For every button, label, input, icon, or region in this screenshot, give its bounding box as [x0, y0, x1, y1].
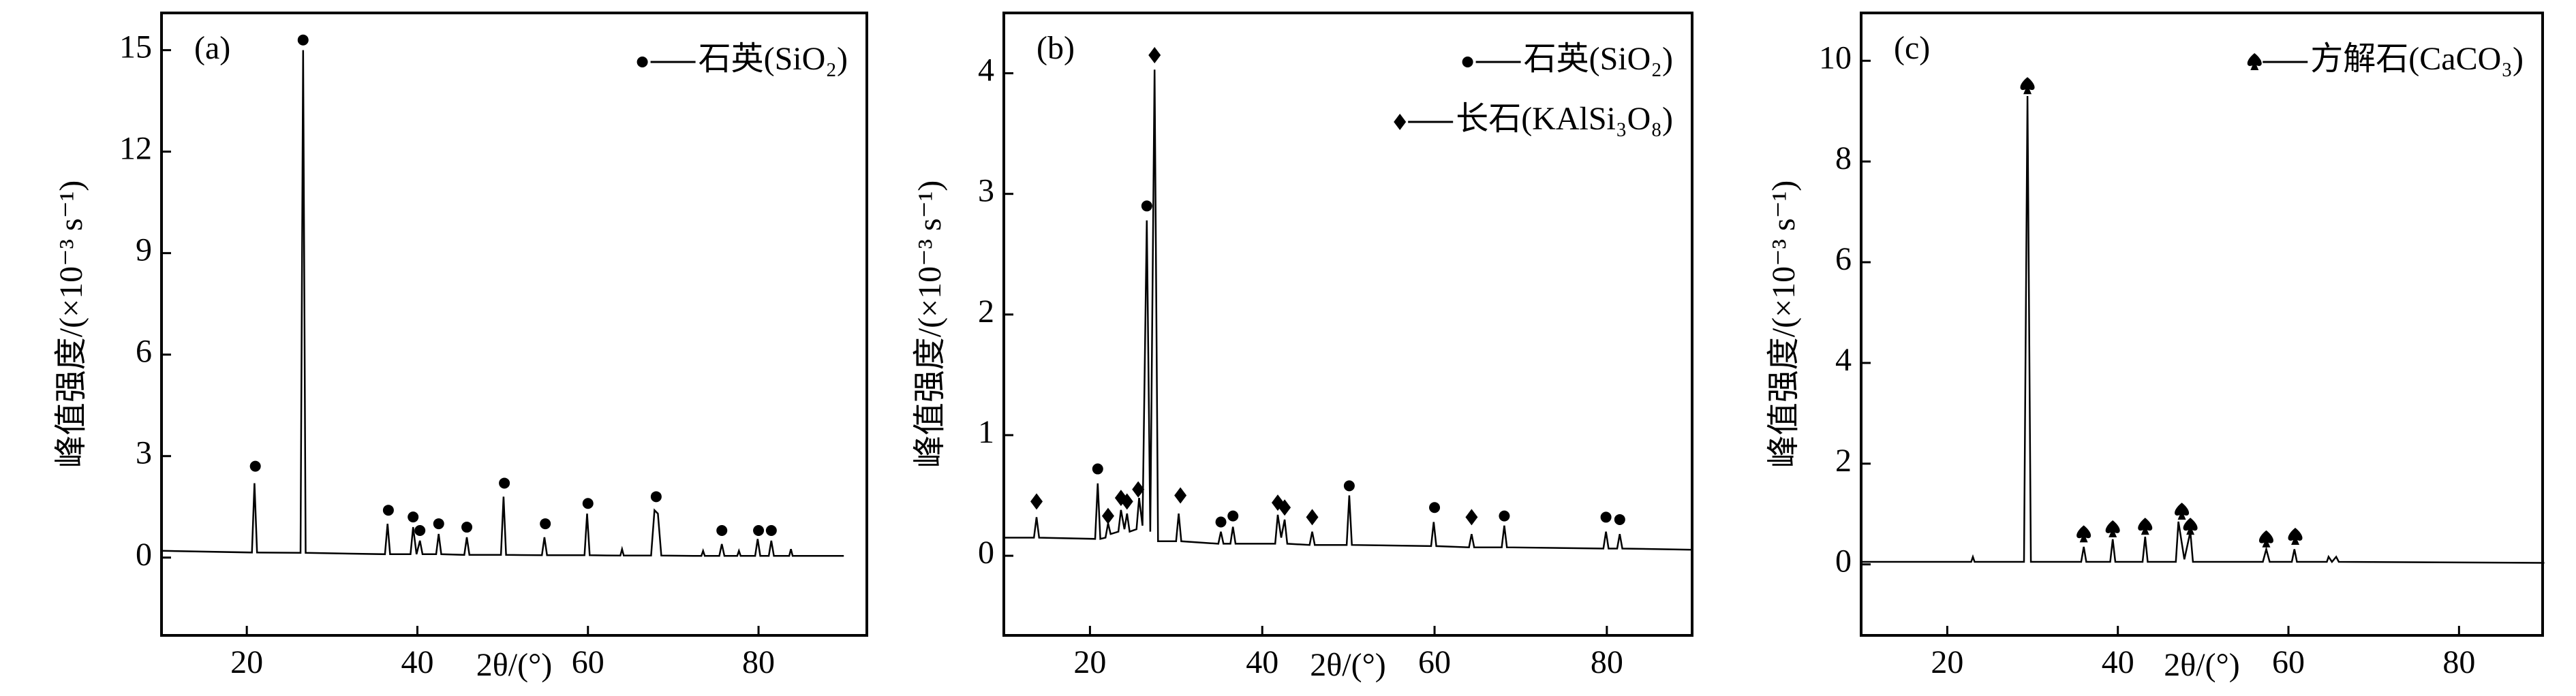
x-tick-label: 60 — [572, 644, 604, 680]
x-tick-label: 80 — [742, 644, 775, 680]
marker-circle — [1215, 516, 1227, 528]
marker-diamond — [1120, 493, 1133, 510]
x-tick-label: 20 — [230, 644, 263, 680]
y-axis-label: 峰值强度/(×10⁻³ s⁻¹) — [1766, 180, 1802, 469]
marker-circle — [249, 460, 261, 472]
x-tick-label: 40 — [2102, 644, 2134, 680]
x-tick-label: 60 — [1418, 644, 1451, 680]
marker-circle — [1499, 510, 1510, 522]
marker-diamond — [1306, 509, 1319, 526]
x-axis-label: 2θ/(°) — [1310, 647, 1386, 683]
legend-label: 长石(KAlSi₃O₈) — [1456, 101, 1673, 137]
x-tick-label: 60 — [2272, 644, 2305, 680]
marker-circle — [650, 491, 662, 503]
y-tick-label: 10 — [1819, 39, 1852, 76]
y-tick-label: 0 — [136, 537, 152, 573]
spectrum-line — [1004, 69, 1693, 551]
legend-symbol — [1462, 57, 1473, 67]
marker-circle — [433, 518, 444, 530]
y-tick-label: 3 — [136, 435, 152, 471]
marker-circle — [1343, 480, 1355, 492]
y-tick-label: 6 — [1835, 241, 1852, 277]
y-axis-label: 峰值强度/(×10⁻³ s⁻¹) — [53, 180, 89, 469]
marker-spade — [2175, 503, 2190, 520]
y-tick-label: 15 — [119, 29, 152, 65]
y-tick-label: 9 — [136, 232, 152, 268]
y-tick-label: 4 — [1835, 342, 1852, 378]
x-axis-label: 2θ/(°) — [2164, 647, 2240, 683]
legend-label: 石英(SiO₂) — [1524, 41, 1673, 77]
y-tick-label: 2 — [1835, 443, 1852, 479]
marker-circle — [1600, 511, 1612, 523]
y-tick-label: 0 — [978, 535, 994, 571]
marker-circle — [382, 505, 394, 516]
marker-circle — [765, 525, 777, 537]
marker-diamond — [1174, 487, 1187, 504]
y-axis-label: 峰值强度/(×10⁻³ s⁻¹) — [912, 180, 948, 469]
marker-spade — [2258, 530, 2273, 548]
marker-diamond — [1148, 46, 1161, 63]
marker-circle — [408, 511, 419, 523]
panel-label: (a) — [194, 30, 230, 66]
y-tick-label: 0 — [1835, 543, 1852, 580]
marker-circle — [753, 525, 765, 537]
marker-diamond — [1278, 499, 1291, 516]
marker-diamond — [1465, 509, 1478, 526]
marker-circle — [1429, 502, 1441, 513]
marker-spade — [2183, 518, 2198, 535]
plot-frame — [160, 12, 868, 637]
x-tick-label: 80 — [2442, 644, 2475, 680]
marker-spade — [2076, 525, 2091, 543]
marker-spade — [2105, 520, 2120, 537]
y-tick-label: 3 — [978, 173, 994, 209]
x-tick-label: 40 — [1246, 644, 1278, 680]
marker-circle — [540, 518, 551, 530]
legend-symbol — [637, 57, 648, 67]
legend-label: 方解石(CaCO₃) — [2310, 41, 2524, 77]
marker-circle — [1092, 463, 1103, 475]
spectrum-line — [161, 50, 844, 557]
plot-frame — [1860, 12, 2544, 637]
x-tick-label: 80 — [1591, 644, 1623, 680]
plot-frame — [1002, 12, 1693, 637]
y-tick-label: 8 — [1835, 140, 1852, 176]
y-tick-label: 6 — [136, 334, 152, 370]
marker-circle — [297, 34, 309, 46]
marker-spade — [2020, 77, 2035, 95]
panel-label: (b) — [1037, 30, 1075, 66]
x-tick-label: 20 — [1073, 644, 1106, 680]
marker-circle — [1227, 510, 1239, 522]
marker-circle — [1614, 513, 1625, 525]
y-tick-label: 1 — [978, 414, 994, 450]
marker-diamond — [1030, 493, 1043, 510]
legend-symbol — [1394, 114, 1407, 130]
marker-diamond — [1132, 481, 1145, 498]
y-tick-label: 12 — [119, 131, 152, 167]
legend-symbol — [2247, 53, 2262, 70]
panel-label: (c) — [1894, 30, 1930, 66]
legend-label: 石英(SiO₂) — [699, 41, 848, 77]
spectrum-line — [1862, 95, 2545, 564]
y-tick-label: 2 — [978, 294, 994, 330]
marker-spade — [2288, 528, 2303, 545]
marker-diamond — [1101, 507, 1114, 524]
marker-circle — [461, 522, 473, 533]
marker-circle — [414, 525, 426, 537]
x-tick-label: 20 — [1931, 644, 1963, 680]
x-axis-label: 2θ/(°) — [476, 647, 553, 683]
marker-circle — [499, 477, 510, 489]
marker-circle — [716, 525, 728, 537]
marker-spade — [2138, 518, 2153, 535]
marker-circle — [1141, 200, 1152, 212]
y-tick-label: 4 — [978, 52, 994, 89]
x-tick-label: 40 — [401, 644, 433, 680]
marker-circle — [582, 498, 594, 509]
